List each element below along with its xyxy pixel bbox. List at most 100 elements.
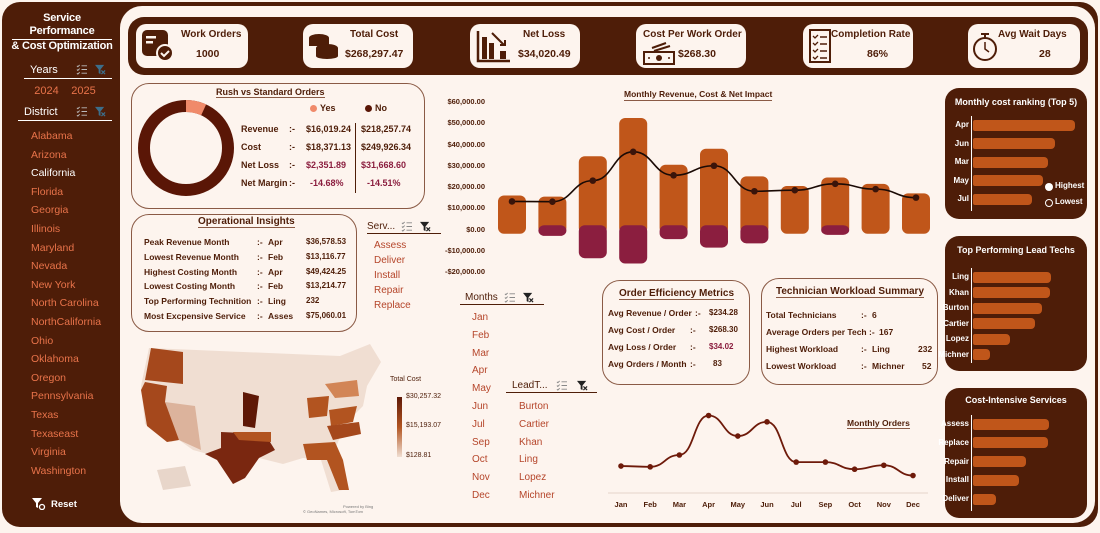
bar-row[interactable]: Replace: [938, 436, 1087, 450]
bar-row[interactable]: Repair: [944, 455, 1087, 469]
bar[interactable]: [973, 493, 996, 505]
slicer-item[interactable]: Ling: [519, 454, 538, 466]
district-item[interactable]: NorthCalifornia: [31, 315, 102, 328]
orders-plot[interactable]: [600, 395, 935, 520]
bar-row[interactable]: Ling: [945, 270, 1087, 284]
slicer-item[interactable]: Feb: [472, 329, 490, 341]
district-item[interactable]: Nevada: [31, 260, 68, 273]
bar[interactable]: [973, 193, 1032, 205]
bar[interactable]: [973, 175, 1044, 186]
revenue-point[interactable]: [629, 148, 637, 156]
bar[interactable]: [973, 474, 1020, 486]
district-item[interactable]: Pennsylvania: [31, 390, 94, 403]
monthly-revenue-chart[interactable]: Monthly Revenue, Cost & Net Impact $60,0…: [440, 80, 940, 280]
bar[interactable]: [973, 119, 1075, 131]
bar[interactable]: [973, 271, 1051, 283]
revenue-point[interactable]: [508, 198, 516, 205]
district-item[interactable]: Washington: [31, 464, 87, 477]
revenue-point[interactable]: [549, 198, 556, 205]
bar[interactable]: [973, 437, 1049, 449]
clear-filter-icon[interactable]: [576, 380, 588, 391]
district-item[interactable]: North Carolina: [31, 297, 99, 310]
bar[interactable]: [973, 418, 1049, 430]
bar-row[interactable]: Burton: [943, 301, 1087, 315]
orders-point[interactable]: [618, 463, 624, 469]
highest-toggle-label[interactable]: Highest: [1055, 181, 1085, 190]
slicer-item[interactable]: Oct: [472, 454, 488, 466]
bar-row[interactable]: Lopez: [945, 332, 1087, 346]
orders-point[interactable]: [851, 466, 858, 473]
net-impact-bar[interactable]: [740, 225, 769, 244]
bar[interactable]: [973, 349, 991, 360]
clear-filter-icon[interactable]: [522, 292, 534, 303]
slicer-item[interactable]: Michner: [519, 489, 555, 501]
lowest-toggle-label[interactable]: Lowest: [1055, 197, 1083, 206]
bar-row[interactable]: Michner: [938, 348, 1087, 362]
orders-point[interactable]: [910, 472, 916, 479]
year-2025[interactable]: 2025: [71, 85, 96, 97]
cost-bar[interactable]: [902, 193, 930, 234]
slicer-item[interactable]: Apr: [472, 365, 488, 377]
cost-bar[interactable]: [619, 117, 648, 234]
bar-row[interactable]: Jun: [945, 137, 1087, 151]
revenue-plot[interactable]: [440, 80, 940, 280]
bar-row[interactable]: Assess: [941, 417, 1087, 431]
slicer-item[interactable]: Replace: [374, 300, 411, 311]
orders-point[interactable]: [822, 459, 829, 465]
bar[interactable]: [973, 333, 1010, 345]
district-item[interactable]: New York: [31, 278, 76, 291]
us-cost-map[interactable]: Total Cost $30,257.32 $15,193.07 $128.81…: [135, 340, 445, 520]
slicer-item[interactable]: Jun: [472, 400, 489, 412]
multi-select-icon[interactable]: [401, 221, 413, 232]
district-item[interactable]: California: [31, 167, 76, 180]
clear-filter-icon[interactable]: [420, 221, 431, 232]
bar[interactable]: [973, 138, 1055, 149]
district-item[interactable]: Oregon: [31, 371, 67, 384]
bar[interactable]: [973, 302, 1042, 314]
cost-bar[interactable]: [780, 185, 809, 234]
orders-point[interactable]: [793, 459, 799, 465]
slicer-item[interactable]: May: [472, 383, 491, 395]
slicer-item[interactable]: Assess: [374, 240, 407, 251]
district-item[interactable]: Texas: [31, 408, 59, 421]
slicer-item[interactable]: Deliver: [374, 255, 406, 266]
revenue-point[interactable]: [791, 186, 799, 194]
slicer-item[interactable]: Dec: [472, 489, 490, 501]
district-item[interactable]: Texaseast: [31, 427, 79, 440]
orders-point[interactable]: [735, 433, 741, 439]
multi-select-icon[interactable]: [504, 292, 515, 303]
district-item[interactable]: Illinois: [31, 222, 61, 235]
net-impact-bar[interactable]: [619, 225, 648, 264]
bar[interactable]: [973, 456, 1026, 468]
bar-row[interactable]: Cartier: [943, 317, 1087, 331]
slicer-item[interactable]: Nov: [472, 472, 490, 484]
year-2024[interactable]: 2024: [34, 85, 59, 97]
district-item[interactable]: Arizona: [31, 148, 67, 161]
revenue-point[interactable]: [831, 180, 839, 188]
bar[interactable]: [973, 318, 1035, 329]
orders-point[interactable]: [705, 412, 712, 419]
net-impact-bar[interactable]: [538, 225, 567, 236]
cost-bar[interactable]: [578, 156, 607, 234]
orders-point[interactable]: [881, 462, 887, 469]
net-impact-bar[interactable]: [578, 225, 607, 259]
slicer-item[interactable]: Lopez: [519, 472, 547, 484]
cost-bar[interactable]: [740, 176, 769, 234]
monthly-orders-chart[interactable]: Monthly Orders Jan Feb Mar Apr May Jun Jul Sep O…: [600, 395, 935, 520]
district-item[interactable]: Maryland: [31, 241, 75, 254]
revenue-point[interactable]: [589, 177, 597, 184]
cost-bar[interactable]: [498, 195, 526, 234]
clear-filter-icon[interactable]: [95, 106, 106, 117]
revenue-point[interactable]: [710, 162, 718, 170]
slicer-item[interactable]: Khan: [519, 436, 543, 448]
multi-select-icon[interactable]: [556, 380, 567, 391]
multi-select-icon[interactable]: [76, 64, 87, 75]
net-impact-bar[interactable]: [700, 225, 728, 248]
slicer-item[interactable]: Sep: [472, 436, 490, 448]
slicer-item[interactable]: Repair: [374, 285, 404, 296]
bar[interactable]: [973, 156, 1049, 168]
slicer-item[interactable]: Install: [374, 270, 401, 281]
district-item[interactable]: Georgia: [31, 204, 69, 217]
district-item[interactable]: Ohio: [31, 334, 54, 347]
bar-row[interactable]: Install: [945, 473, 1087, 487]
